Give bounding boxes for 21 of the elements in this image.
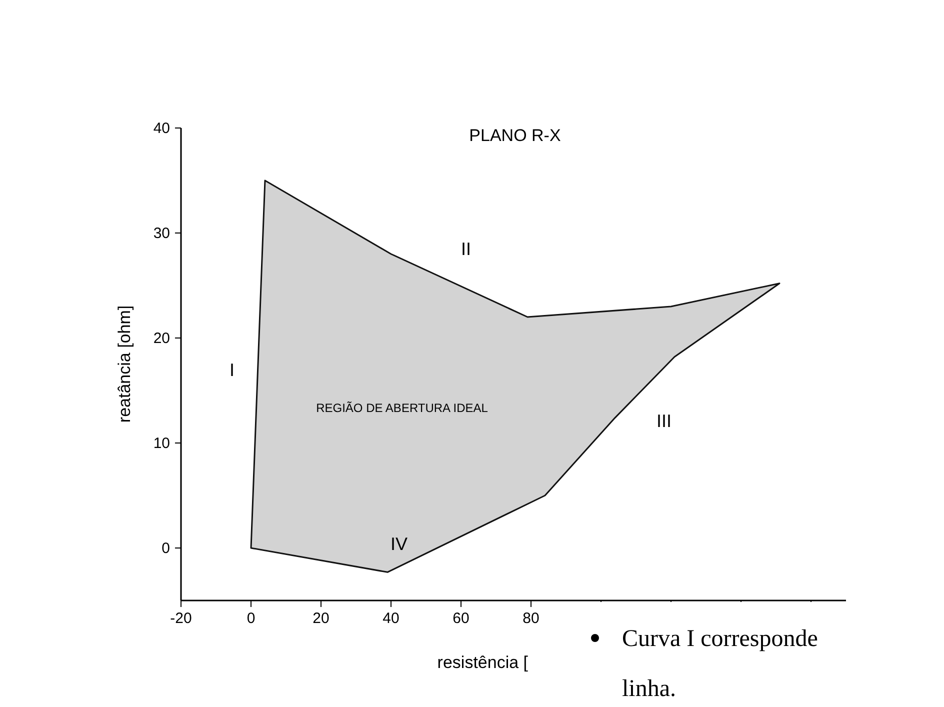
annotation: IV [390, 534, 408, 554]
text: Curva I corresponde [622, 626, 818, 652]
y-tick-label: 30 [153, 225, 170, 242]
text: linha. [622, 676, 676, 702]
x-tick-label: 80 [522, 610, 540, 627]
y-tick-label: 10 [153, 435, 170, 452]
x-tick-label: 0 [246, 610, 256, 627]
y-tick-label: 40 [153, 120, 170, 137]
annotation: III [656, 411, 672, 431]
x-axis-title: resistência [ [437, 653, 528, 672]
y-tick-label: 20 [153, 330, 170, 347]
x-tick-label: 60 [452, 610, 470, 627]
y-axis-title: reatância [ohm] [115, 305, 134, 423]
chart-title: PLANO R-X [469, 126, 561, 145]
annotation: II [460, 239, 472, 259]
x-tick-label: 40 [382, 610, 400, 627]
y-tick-label: 0 [162, 540, 170, 557]
annotation: REGIÃO DE ABERTURA IDEAL [316, 401, 488, 415]
x-tick-label: -20 [170, 610, 192, 627]
annotation: I [229, 360, 235, 380]
x-tick-label: 20 [312, 610, 330, 627]
